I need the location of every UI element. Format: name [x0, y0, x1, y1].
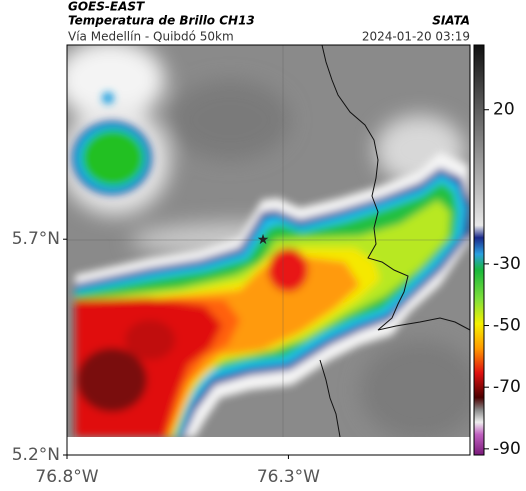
x-tick-label: 76.8°W [35, 467, 98, 487]
colorbar-tick-label: -90 [493, 439, 521, 459]
colorbar-tick-label: 20 [493, 100, 515, 120]
colorbar [473, 44, 485, 456]
x-tick-label: 76.3°W [257, 467, 320, 487]
colorbar-tick-label: -50 [493, 316, 521, 336]
title: Temperatura de Brillo CH13 [68, 14, 255, 28]
brand: SIATA [432, 14, 470, 28]
subtitle: Vía Medellín - Quibdó 50km [68, 30, 234, 44]
svg-text:★: ★ [257, 232, 270, 248]
axes: 76.8°W 76.3°W 5.2°N 5.7°N 20 -30 -50 -70 -90 [12, 100, 521, 487]
map-frame [66, 44, 471, 456]
satellite-image: ★ [67, 45, 470, 437]
colorbar-tick-label: -30 [493, 254, 521, 274]
source: GOES-EAST [68, 0, 145, 14]
y-tick-label: 5.7°N [12, 229, 60, 249]
colorbar-tick-label: -70 [493, 377, 521, 397]
y-tick-label: 5.2°N [12, 445, 60, 465]
datetime: 2024-01-20 03:19 [362, 30, 470, 44]
